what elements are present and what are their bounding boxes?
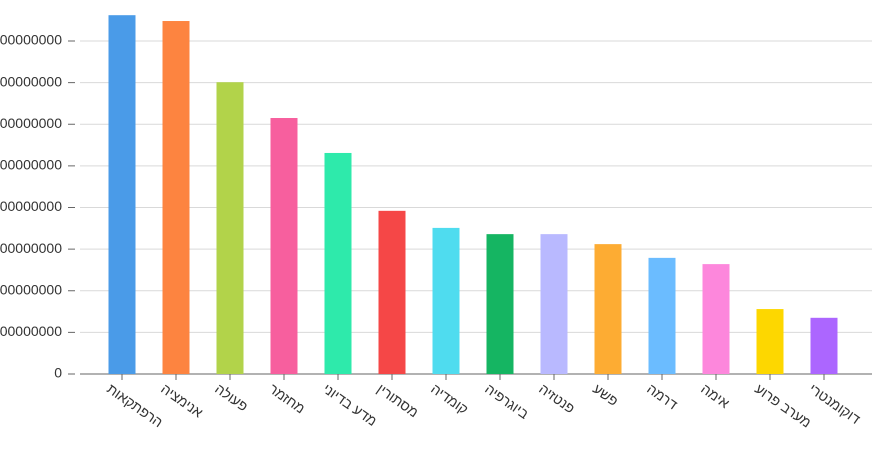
- bar: [216, 82, 244, 375]
- x-tick-label: מערב פרוע: [752, 380, 814, 430]
- x-tick-label: מסתורין: [374, 380, 421, 420]
- y-tick-label: 0: [54, 365, 62, 381]
- bar: [324, 152, 352, 374]
- x-tick-label: מחזמר: [266, 380, 308, 416]
- x-tick-label: דוקומנטרי: [806, 380, 863, 427]
- bar: [108, 15, 136, 374]
- bar: [756, 309, 784, 374]
- x-tick-label: אנימציה: [158, 380, 206, 420]
- bar: [162, 21, 190, 375]
- bar: [432, 227, 460, 374]
- y-tick-label: 800000000: [0, 32, 62, 48]
- x-tick-label: דרמה: [644, 380, 681, 412]
- y-tick-label: 600000000: [0, 115, 62, 131]
- x-tick-label: פשע: [590, 380, 621, 409]
- y-tick-label: 200000000: [0, 281, 62, 297]
- bar: [270, 118, 298, 374]
- bar: [702, 264, 730, 374]
- y-tick-label: 300000000: [0, 240, 62, 256]
- y-tick-label: 100000000: [0, 323, 62, 339]
- bar: [594, 244, 622, 374]
- bar: [378, 210, 406, 374]
- bar: [486, 234, 514, 374]
- x-tick-label: פעולה: [212, 380, 251, 414]
- x-tick-label: ביוגרפיה: [482, 380, 532, 421]
- bar: [540, 234, 568, 374]
- y-tick-label: 500000000: [0, 157, 62, 173]
- y-tick-label: 700000000: [0, 73, 62, 89]
- x-tick-label: מדע בדיוני: [320, 380, 380, 429]
- bar: [810, 317, 838, 374]
- bar: [648, 257, 676, 374]
- x-tick-label: קומדיה: [428, 380, 471, 417]
- x-tick-label: הרפתקאות: [104, 380, 166, 430]
- x-tick-label: אימה: [698, 380, 732, 411]
- x-tick-label: פנטזיה: [536, 380, 578, 416]
- y-tick-label: 400000000: [0, 198, 62, 214]
